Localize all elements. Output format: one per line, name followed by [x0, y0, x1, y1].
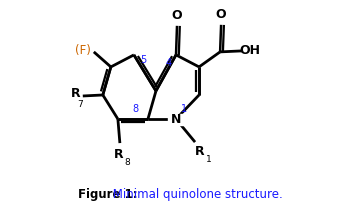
Text: R: R	[71, 88, 80, 101]
Text: OH: OH	[240, 44, 261, 57]
Text: O: O	[172, 9, 182, 22]
Text: 7: 7	[77, 99, 83, 109]
Text: Figure 1:: Figure 1:	[78, 188, 137, 201]
Text: 8: 8	[124, 158, 130, 167]
Text: R: R	[195, 145, 205, 158]
Text: N: N	[171, 112, 181, 125]
Text: 1: 1	[206, 155, 212, 164]
Text: O: O	[216, 8, 227, 21]
Text: Minimal quinolone structure.: Minimal quinolone structure.	[109, 188, 283, 201]
Polygon shape	[168, 114, 184, 125]
Text: (F): (F)	[75, 44, 91, 57]
Text: R: R	[114, 148, 124, 161]
Text: 1: 1	[181, 104, 187, 114]
Text: 4: 4	[166, 58, 172, 68]
Text: 5: 5	[140, 55, 146, 65]
Text: 8: 8	[133, 104, 139, 114]
